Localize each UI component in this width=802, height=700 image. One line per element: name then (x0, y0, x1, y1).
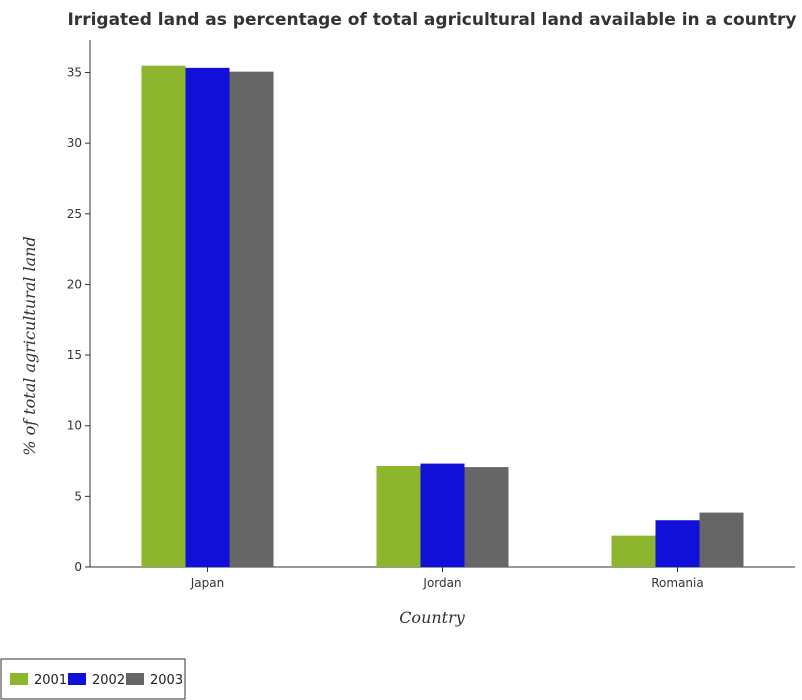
bar-japan-2002 (185, 67, 230, 568)
y-tick-label: 25 (67, 207, 82, 221)
y-tick-label: 15 (67, 348, 82, 362)
legend-swatch-2003 (126, 673, 144, 685)
x-axis-ticks: Japan Jordan Romania (190, 567, 704, 590)
bar-romania-2002 (655, 520, 700, 567)
bar-jordan-2001 (376, 465, 421, 567)
bar-jordan-2002 (420, 463, 465, 567)
legend-swatch-2001 (10, 673, 28, 685)
legend-swatch-2002 (68, 673, 86, 685)
y-tick-label: 30 (67, 136, 82, 150)
y-tick-label: 35 (67, 65, 82, 79)
x-axis-label: Country (399, 608, 466, 627)
y-tick-label: 10 (67, 419, 82, 433)
bar-japan-2003 (229, 71, 274, 567)
bar-jordan-2003 (464, 467, 509, 567)
y-tick-label: 0 (74, 560, 82, 574)
bars (141, 65, 744, 568)
x-tick-label: Jordan (422, 576, 461, 590)
legend-label-2002: 2002 (92, 673, 125, 688)
y-tick-label: 5 (74, 489, 82, 503)
bar-japan-2001 (141, 65, 186, 568)
y-axis-ticks: 0 5 10 15 20 25 30 35 (67, 65, 90, 574)
legend-label-2001: 2001 (34, 673, 67, 688)
legend-box (0, 658, 186, 700)
legend-label-2003: 2003 (150, 673, 183, 688)
y-tick-label: 20 (67, 277, 82, 291)
chart-title: Irrigated land as percentage of total ag… (67, 10, 796, 30)
bar-romania-2001 (611, 535, 656, 567)
x-tick-label: Romania (651, 576, 703, 590)
bar-romania-2003 (699, 512, 744, 567)
legend: 2001 2002 2003 (0, 658, 186, 700)
y-axis-label: % of total agricultural land (20, 236, 39, 455)
x-tick-label: Japan (190, 576, 224, 590)
